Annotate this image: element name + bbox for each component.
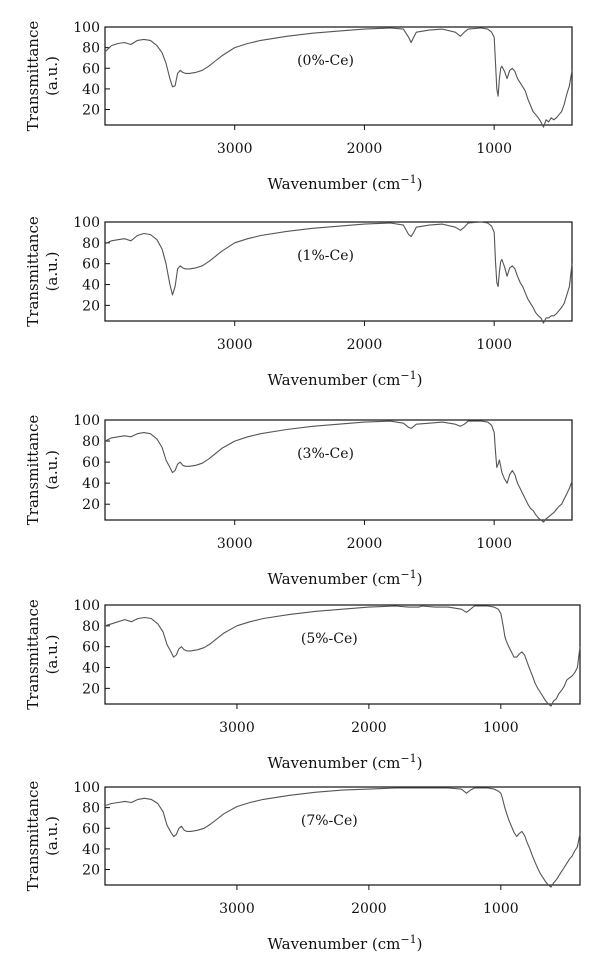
ftir-panel-4: 20 40 60 80 100 3000 2000 1000 (7%-Ce) Transmitta… (24, 780, 581, 953)
x-tick-label: 1000 (483, 720, 519, 736)
y-tick-label: 80 (82, 801, 100, 817)
y-tick-label: 20 (82, 298, 100, 314)
y-tick-label: 100 (73, 780, 100, 796)
y-axis-unit-label: (a.u.) (43, 450, 61, 490)
y-axis-unit-label: (a.u.) (43, 816, 61, 856)
x-axis-label: Wavenumber (cm−1) (268, 752, 423, 772)
y-tick-label: 100 (73, 598, 100, 614)
y-tick-label: 20 (82, 103, 100, 119)
y-axis-unit-label: (a.u.) (43, 252, 61, 292)
y-tick-label: 60 (82, 640, 100, 656)
x-tick-label: 2000 (351, 720, 387, 736)
spectrum-line (104, 420, 573, 523)
x-tick-label: 3000 (217, 536, 253, 552)
y-tick-label: 100 (73, 413, 100, 429)
y-axis-label: Transmittance (24, 781, 42, 892)
x-tick-label: 2000 (351, 901, 387, 917)
y-tick-label: 60 (82, 455, 100, 471)
y-tick-label: 40 (82, 661, 100, 677)
plot-frame (104, 419, 573, 521)
ftir-panel-2: 20 40 60 80 100 3000 2000 1000 (3%-Ce) Transmitta… (24, 413, 573, 588)
y-tick-label: 20 (82, 497, 100, 513)
spectrum-line (104, 787, 581, 888)
y-tick-label: 100 (73, 215, 100, 231)
x-tick-label: 1000 (476, 141, 512, 157)
x-tick-label: 3000 (217, 337, 253, 353)
x-tick-label: 2000 (347, 337, 383, 353)
y-tick-label: 80 (82, 434, 100, 450)
y-tick-label: 60 (82, 257, 100, 273)
sample-label: (0%-Ce) (297, 53, 354, 69)
spectrum-line (104, 605, 581, 707)
y-tick-label: 60 (82, 821, 100, 837)
y-tick-label: 40 (82, 82, 100, 98)
y-tick-label: 40 (82, 842, 100, 858)
x-axis-label: Wavenumber (cm−1) (268, 173, 423, 193)
x-tick-label: 2000 (347, 141, 383, 157)
ftir-panel-0: 20 40 60 80 100 3000 2000 1000 (0%-Ce) Transmitta… (24, 20, 573, 193)
y-tick-label: 80 (82, 41, 100, 57)
y-tick-label: 20 (82, 681, 100, 697)
sample-label: (1%-Ce) (297, 248, 354, 264)
ftir-panel-3: 20 40 60 80 100 3000 2000 1000 (5%-Ce) Transmitta… (24, 598, 581, 772)
x-axis-label: Wavenumber (cm−1) (268, 369, 423, 389)
ftir-panel-1: 20 40 60 80 100 3000 2000 1000 (1%-Ce) Transmitta… (24, 215, 573, 389)
y-axis-unit-label: (a.u.) (43, 56, 61, 96)
y-axis-unit-label: (a.u.) (43, 635, 61, 675)
x-tick-label: 1000 (476, 337, 512, 353)
x-tick-label: 2000 (347, 536, 383, 552)
x-tick-label: 3000 (219, 720, 255, 736)
y-axis-label: Transmittance (24, 21, 42, 132)
plot-frame (104, 786, 581, 886)
y-tick-label: 40 (82, 278, 100, 294)
y-tick-label: 80 (82, 236, 100, 252)
y-axis-label: Transmittance (24, 216, 42, 327)
y-axis-label: Transmittance (24, 415, 42, 526)
sample-label: (3%-Ce) (297, 446, 354, 462)
y-tick-label: 100 (73, 20, 100, 36)
y-tick-label: 80 (82, 619, 100, 635)
y-tick-label: 60 (82, 61, 100, 77)
plot-frame (104, 26, 573, 126)
x-tick-label: 3000 (217, 141, 253, 157)
x-tick-label: 1000 (483, 901, 519, 917)
x-tick-label: 3000 (219, 901, 255, 917)
y-axis-label: Transmittance (24, 599, 42, 710)
x-axis-label: Wavenumber (cm−1) (268, 568, 423, 588)
y-tick-label: 20 (82, 863, 100, 879)
sample-label: (5%-Ce) (301, 631, 358, 647)
spectrum-line (104, 27, 573, 128)
y-tick-label: 40 (82, 476, 100, 492)
sample-label: (7%-Ce) (301, 813, 358, 829)
plot-frame (104, 604, 581, 705)
spectrum-line (104, 221, 573, 324)
x-tick-label: 1000 (476, 536, 512, 552)
plot-frame (104, 221, 573, 322)
x-axis-label: Wavenumber (cm−1) (268, 933, 423, 953)
